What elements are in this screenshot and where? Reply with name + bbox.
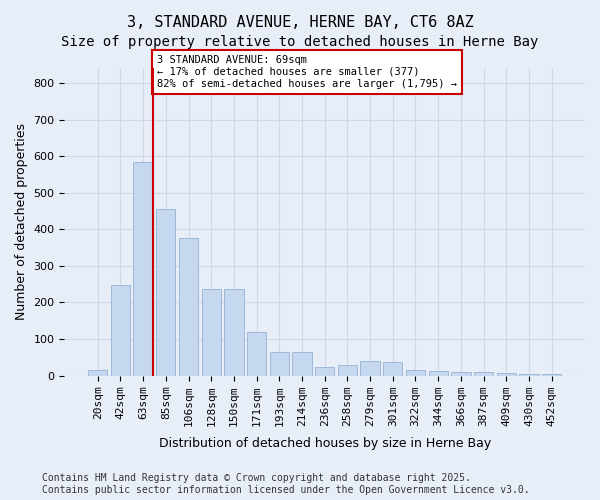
- Bar: [247, 332, 266, 376]
- Bar: [428, 372, 448, 376]
- Bar: [497, 372, 516, 376]
- Bar: [202, 288, 221, 376]
- Bar: [474, 372, 493, 376]
- X-axis label: Distribution of detached houses by size in Herne Bay: Distribution of detached houses by size …: [158, 437, 491, 450]
- Text: 3, STANDARD AVENUE, HERNE BAY, CT6 8AZ: 3, STANDARD AVENUE, HERNE BAY, CT6 8AZ: [127, 15, 473, 30]
- Bar: [542, 374, 562, 376]
- Bar: [383, 362, 403, 376]
- Text: 3 STANDARD AVENUE: 69sqm
← 17% of detached houses are smaller (377)
82% of semi-: 3 STANDARD AVENUE: 69sqm ← 17% of detach…: [157, 56, 457, 88]
- Bar: [451, 372, 470, 376]
- Bar: [315, 366, 334, 376]
- Bar: [133, 162, 153, 376]
- Y-axis label: Number of detached properties: Number of detached properties: [15, 124, 28, 320]
- Bar: [406, 370, 425, 376]
- Bar: [156, 209, 175, 376]
- Bar: [269, 352, 289, 376]
- Bar: [179, 238, 198, 376]
- Bar: [520, 374, 539, 376]
- Bar: [338, 366, 357, 376]
- Text: Size of property relative to detached houses in Herne Bay: Size of property relative to detached ho…: [61, 35, 539, 49]
- Bar: [292, 352, 311, 376]
- Bar: [88, 370, 107, 376]
- Bar: [111, 285, 130, 376]
- Text: Contains HM Land Registry data © Crown copyright and database right 2025.
Contai: Contains HM Land Registry data © Crown c…: [42, 474, 530, 495]
- Bar: [361, 361, 380, 376]
- Bar: [224, 288, 244, 376]
